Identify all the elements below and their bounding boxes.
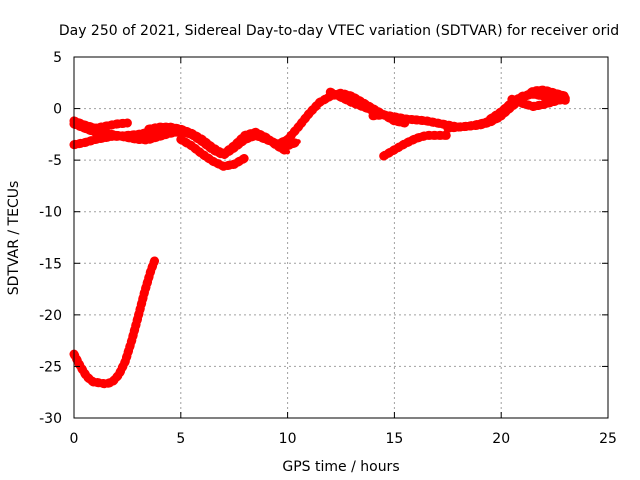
y-tick-label: -10: [39, 205, 62, 221]
grid: [74, 57, 608, 418]
chart-title: Day 250 of 2021, Sidereal Day-to-day VTE…: [59, 23, 619, 39]
x-axis-label: GPS time / hours: [282, 459, 399, 475]
x-tick-label: 25: [599, 431, 617, 447]
y-tick-label: -20: [39, 308, 62, 324]
y-tick-label: -30: [39, 411, 62, 427]
y-tick-label: 5: [53, 50, 62, 66]
series-markers-arc-early: [69, 254, 160, 389]
y-tick-label: -15: [39, 256, 62, 272]
x-tick-label: 20: [492, 431, 510, 447]
y-tick-label: -25: [39, 359, 62, 375]
y-tick-label: -5: [48, 153, 62, 169]
series-markers-arc-e: [144, 122, 293, 159]
plot-frame: [73, 56, 609, 419]
series-markers-arc-i: [368, 110, 421, 125]
series-markers-arc-h: [325, 87, 378, 116]
y-tick-label: 0: [53, 102, 62, 118]
series-markers-arc-j: [379, 130, 453, 161]
series-markers-arc-n: [507, 93, 570, 111]
y-axis-label: SDTVAR / TECUs: [6, 181, 22, 296]
axis-ticks: 0 5 10 15 20 25 -30 -25 -20 -15 -10 -5 0 5: [39, 50, 617, 447]
series-line-arc-early: [71, 256, 158, 387]
series-group: [69, 85, 570, 389]
x-tick-label: 15: [385, 431, 403, 447]
x-tick-label: 5: [176, 431, 185, 447]
x-tick-label: 0: [70, 431, 79, 447]
x-tick-label: 10: [279, 431, 297, 447]
series-markers-arc-f: [176, 135, 250, 171]
